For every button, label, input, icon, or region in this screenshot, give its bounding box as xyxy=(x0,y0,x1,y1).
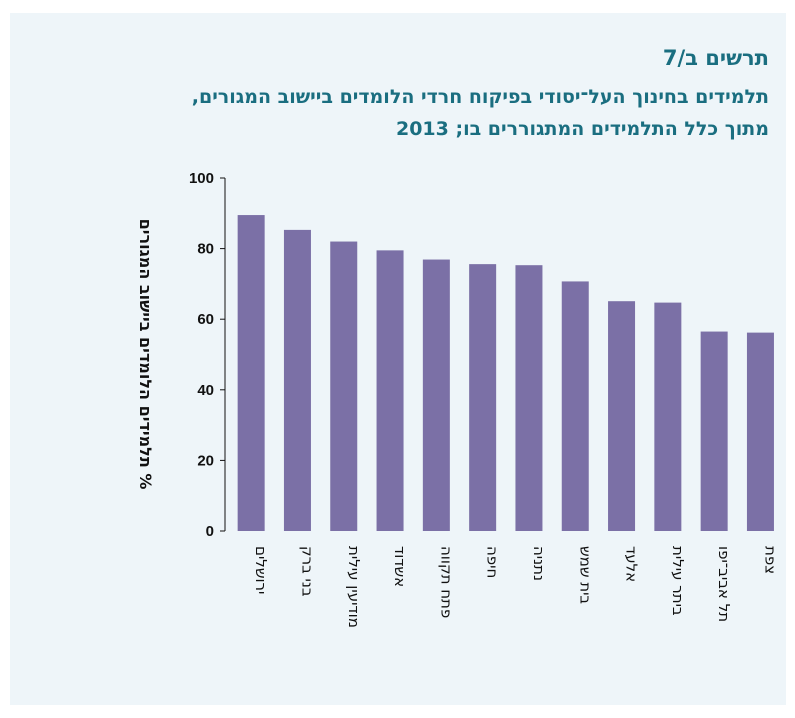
y-tick-label: 80 xyxy=(197,241,214,258)
bar xyxy=(700,331,728,531)
figure-label: תרשים ב/7 xyxy=(662,46,769,70)
chart-title-line-2: מתוך כלל התלמידים המתגוררים בו; 2013 xyxy=(395,118,769,140)
bars xyxy=(237,215,774,532)
x-axis-labels: ירושלים בני ברק מודיעין עילית אשדוד פתח תקוו… xyxy=(252,546,779,628)
y-axis-title: % תלמידים הלומדים ביישוב המגורים xyxy=(136,219,155,490)
x-category-label: חיפה xyxy=(484,546,502,578)
bar xyxy=(608,301,636,531)
bar xyxy=(330,241,358,532)
y-tick-label: 0 xyxy=(206,523,214,540)
x-category-label: בני ברק xyxy=(298,546,316,597)
x-category-label: תל אביב־יפו xyxy=(715,546,733,622)
x-category-label: נתניה xyxy=(530,546,548,581)
bar xyxy=(283,229,311,532)
x-category-label: צפת xyxy=(761,546,779,574)
bar xyxy=(561,281,589,531)
x-category-label: אלעד xyxy=(623,546,641,582)
bar xyxy=(237,215,265,531)
x-category-label: פתח תקווה xyxy=(437,546,455,618)
bar xyxy=(376,250,404,532)
bar xyxy=(654,302,682,531)
y-axis: 0 20 40 60 80 100 xyxy=(189,170,226,540)
bar xyxy=(422,259,450,531)
x-category-label: בית שמש xyxy=(576,546,594,604)
chart-title-line-1: תלמידים בחינוך העל־יסודי בפיקוח חרדי הלו… xyxy=(191,86,769,108)
y-tick-label: 60 xyxy=(197,311,214,328)
bar xyxy=(746,332,774,531)
y-tick-label: 40 xyxy=(197,382,214,399)
x-category-label: אשדוד xyxy=(391,546,409,587)
x-category-label: ביתר עילית xyxy=(669,546,687,616)
y-tick-label: 100 xyxy=(189,170,214,187)
y-tick-label: 20 xyxy=(197,452,214,469)
x-category-label: ירושלים xyxy=(252,546,270,594)
bar xyxy=(469,264,497,531)
bar xyxy=(515,265,543,531)
x-category-label: מודיעין עילית xyxy=(345,546,363,628)
